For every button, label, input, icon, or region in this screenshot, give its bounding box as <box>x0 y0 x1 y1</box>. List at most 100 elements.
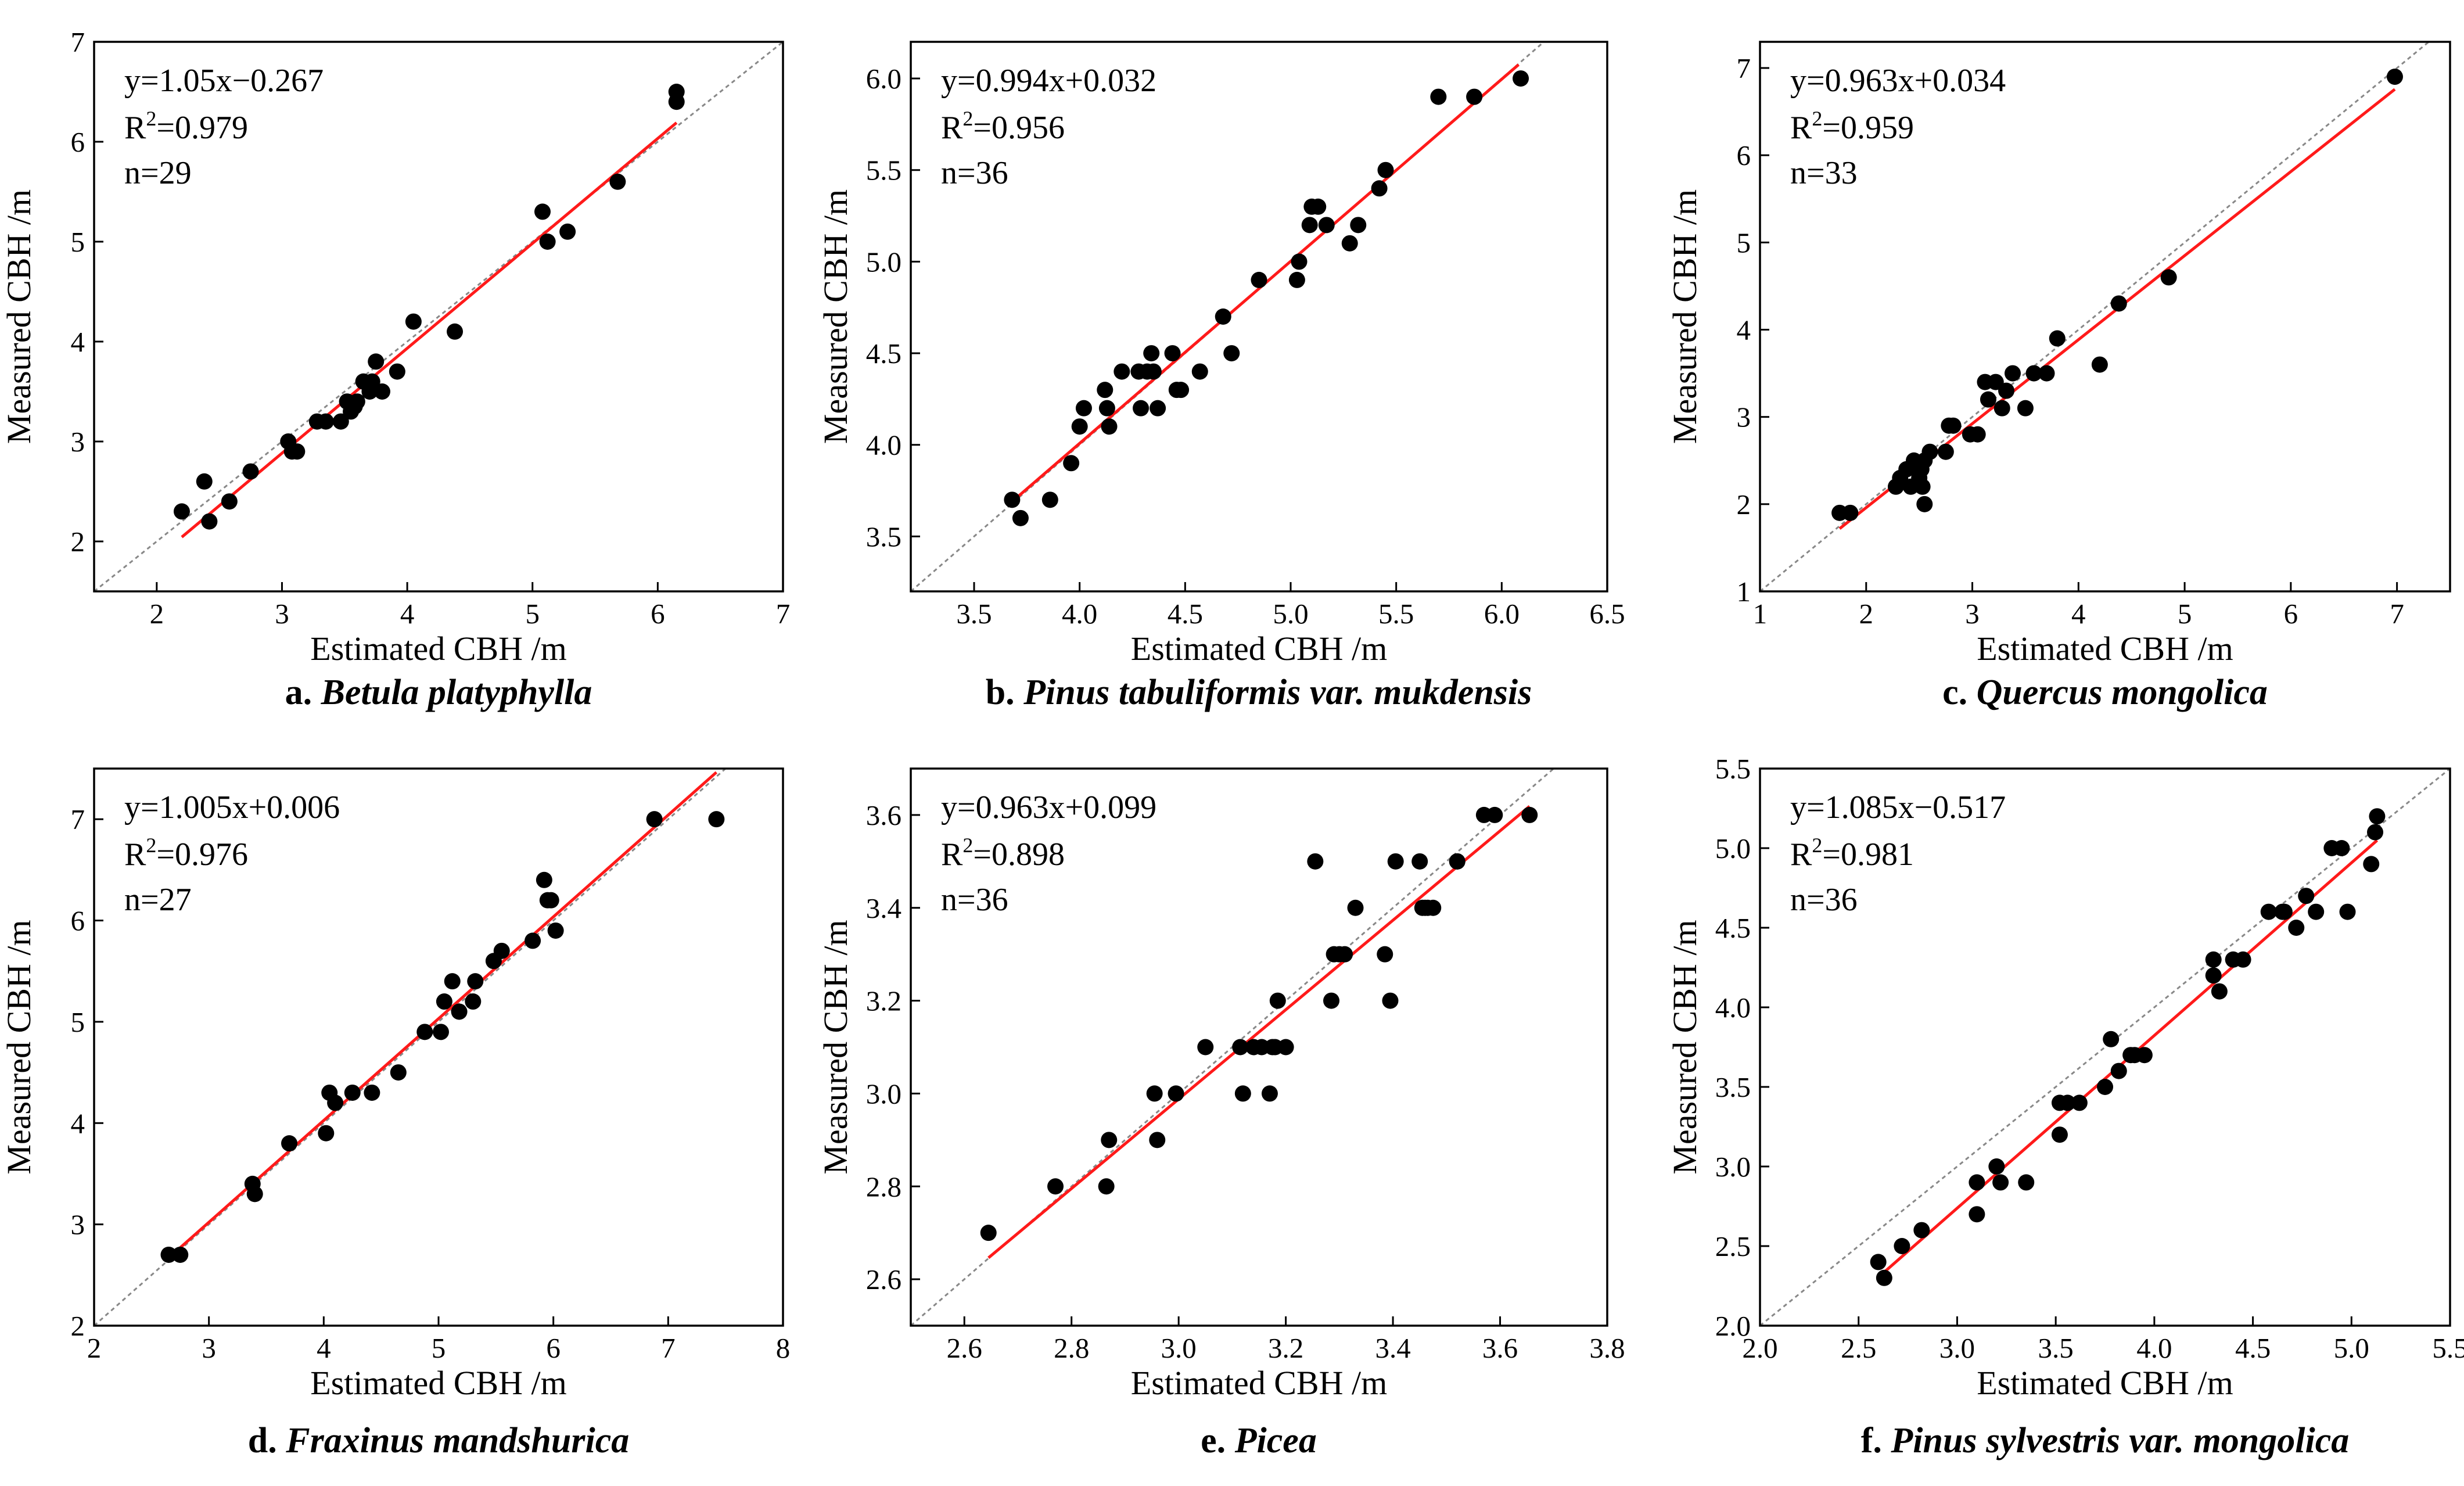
data-point <box>1914 478 1931 495</box>
data-point <box>160 1246 177 1263</box>
y-tick-label: 4.0 <box>1715 992 1751 1024</box>
data-point <box>1301 217 1318 234</box>
r2-prefix: R <box>124 837 146 873</box>
data-point <box>1012 509 1029 526</box>
y-tick-label: 5.5 <box>1715 753 1751 785</box>
caption-prefix: f. <box>1861 1421 1891 1460</box>
data-point <box>2004 365 2021 382</box>
data-point <box>451 1003 468 1020</box>
data-point <box>539 234 556 250</box>
y-tick-label: 4 <box>71 326 85 358</box>
data-point <box>1377 161 1394 178</box>
data-point <box>447 323 464 340</box>
data-point <box>1916 496 1933 512</box>
data-point <box>2386 69 2403 85</box>
x-tick-label: 3.6 <box>1482 1332 1518 1364</box>
data-point <box>196 473 213 490</box>
y-tick-label: 4.5 <box>866 338 901 369</box>
data-point <box>2339 903 2356 920</box>
data-point <box>2018 1174 2035 1191</box>
x-tick-label: 3.5 <box>956 598 992 630</box>
data-point <box>1969 426 1986 443</box>
data-point <box>1307 853 1324 870</box>
caption-prefix: e. <box>1201 1421 1235 1460</box>
data-point <box>2205 951 2222 968</box>
data-point <box>559 223 576 240</box>
data-point <box>1101 418 1118 435</box>
data-point <box>416 1024 433 1040</box>
r2-value: =0.956 <box>973 110 1065 146</box>
y-tick-label: 2.5 <box>1715 1230 1751 1262</box>
fit-equation: y=1.085x−0.517 <box>1790 789 2006 825</box>
data-point <box>1047 1178 1064 1195</box>
y-tick-label: 4.0 <box>866 429 901 461</box>
r-squared: R2=0.976 <box>124 834 248 873</box>
x-tick-label: 7 <box>776 598 791 630</box>
r2-prefix: R <box>941 837 963 873</box>
data-point <box>1921 443 1938 460</box>
data-point <box>221 493 238 510</box>
data-point <box>493 942 510 959</box>
data-point <box>1894 1238 1910 1254</box>
caption-prefix: a. <box>285 673 321 712</box>
x-axis-label: Estimated CBH /m <box>1131 630 1387 667</box>
r-squared: R2=0.898 <box>941 834 1065 873</box>
x-tick-label: 2.6 <box>947 1332 982 1364</box>
data-point <box>2211 983 2228 1000</box>
regression-line <box>181 121 678 539</box>
r2-prefix: R <box>941 110 963 146</box>
data-point <box>668 94 685 110</box>
y-tick-label: 2 <box>1737 489 1751 521</box>
y-tick-label: 3 <box>71 426 85 458</box>
y-tick-label: 3.6 <box>866 799 901 831</box>
caption-prefix: c. <box>1942 673 1977 712</box>
y-tick-label: 4 <box>1737 314 1751 346</box>
data-point <box>1098 400 1115 417</box>
panel-c: 1 2 3 4 5 6 7 1 2 3 4 5 6 7 Estimated CBH /m Measured C… <box>1666 41 2451 712</box>
data-point <box>2097 1079 2113 1095</box>
data-point <box>646 811 663 828</box>
data-point <box>1430 88 1447 105</box>
data-point <box>1149 1132 1166 1148</box>
data-point <box>1251 271 1267 288</box>
y-tick-label: 3.0 <box>866 1078 901 1110</box>
data-point <box>289 443 306 460</box>
data-point <box>327 1094 344 1111</box>
fit-equation: y=1.05x−0.267 <box>124 63 324 99</box>
r2-prefix: R <box>124 110 146 146</box>
data-point <box>389 363 405 380</box>
data-point <box>1269 992 1286 1009</box>
data-point <box>364 1084 380 1101</box>
data-point <box>368 353 385 370</box>
data-point <box>1288 271 1305 288</box>
r2-prefix: R <box>1790 837 1812 873</box>
x-tick-label: 4.5 <box>2235 1332 2271 1364</box>
data-point <box>390 1064 407 1081</box>
x-tick-label: 1 <box>1753 598 1768 630</box>
data-point <box>2369 808 2386 825</box>
sample-size: n=27 <box>124 882 192 918</box>
panel-caption: b. Pinus tabuliformis var. mukdensis <box>986 673 1532 712</box>
data-point <box>432 1024 449 1040</box>
data-point <box>1347 899 1364 916</box>
plot-frame <box>1759 767 2451 1327</box>
data-point <box>1945 417 1962 434</box>
data-point <box>364 373 380 390</box>
x-tick-label: 5.0 <box>1273 598 1308 630</box>
data-point <box>1842 504 1859 521</box>
y-tick-label: 1 <box>1737 576 1751 608</box>
identity-line <box>1760 42 2430 591</box>
data-point <box>1521 806 1538 823</box>
data-point <box>344 1084 361 1101</box>
y-tick-label: 5.0 <box>1715 832 1751 864</box>
panel-d: 2 3 4 5 6 7 8 2 3 4 5 6 7 Estimated CBH /m Measured CB… <box>0 767 790 1460</box>
plot-frame <box>910 767 1608 1327</box>
data-point <box>2017 400 2034 417</box>
data-point <box>444 973 461 990</box>
x-tick-label: 3 <box>1965 598 1980 630</box>
panel-f: 2.0 2.5 3.0 3.5 4.0 4.5 5.0 5.5 2.0 2.5 3.0 3.5 4.0 4… <box>1666 753 2464 1460</box>
y-tick-label: 4.5 <box>1715 912 1751 944</box>
y-tick-label: 6 <box>1737 139 1751 171</box>
x-tick-label: 2.5 <box>1841 1332 1876 1364</box>
